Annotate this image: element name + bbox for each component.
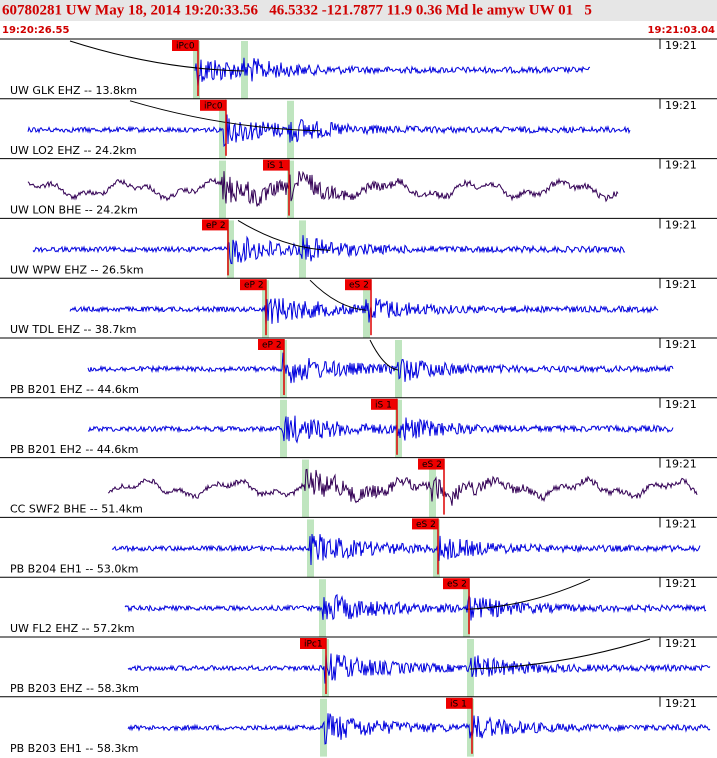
pick-box bbox=[300, 638, 326, 649]
end-time: 19:21:03.04 bbox=[648, 25, 716, 36]
waveform bbox=[87, 352, 674, 384]
pick-label: eS 2 bbox=[422, 460, 442, 470]
pick-box bbox=[446, 697, 472, 709]
pick-box bbox=[172, 40, 198, 51]
waveform bbox=[27, 114, 631, 148]
pick-box bbox=[240, 279, 266, 291]
time-mark: 19:21 bbox=[665, 577, 697, 590]
header-bar bbox=[0, 0, 717, 21]
pick-label: iPc1 bbox=[304, 640, 323, 650]
p-window bbox=[219, 100, 226, 159]
pick-label: iS 1 bbox=[267, 161, 284, 171]
trace-label: UW GLK EHZ -- 13.8km bbox=[10, 84, 137, 97]
p-window bbox=[280, 399, 287, 458]
trace-label: UW WPW EHZ -- 26.5km bbox=[10, 263, 144, 276]
p-window bbox=[320, 698, 327, 757]
p-window bbox=[319, 579, 326, 637]
time-mark: 19:21 bbox=[665, 218, 697, 231]
time-mark: 19:21 bbox=[665, 697, 697, 710]
decay-curve bbox=[369, 339, 399, 371]
time-mark: 19:21 bbox=[665, 517, 697, 530]
trace-label: PB B201 EH2 -- 44.6km bbox=[10, 443, 138, 456]
trace-label: PB B203 EH1 -- 58.3km bbox=[10, 742, 138, 755]
pick-box bbox=[371, 398, 397, 410]
decay-curve bbox=[309, 279, 367, 311]
decay-curve bbox=[129, 100, 321, 132]
trace-label: UW LO2 EHZ -- 24.2km bbox=[10, 144, 137, 157]
waveform bbox=[107, 468, 698, 506]
waveform bbox=[194, 57, 591, 87]
time-mark: 19:21 bbox=[665, 637, 697, 650]
time-mark: 19:21 bbox=[665, 458, 697, 471]
waveform bbox=[127, 653, 711, 684]
trace-label: PB B204 EH1 -- 53.0km bbox=[10, 562, 138, 575]
waveform bbox=[27, 170, 619, 207]
time-mark: 19:21 bbox=[665, 398, 697, 411]
waveform bbox=[32, 235, 626, 265]
pick-label: eP 2 bbox=[244, 281, 264, 291]
decay-curve bbox=[465, 578, 591, 610]
time-mark: 19:21 bbox=[665, 159, 697, 172]
trace-label: PB B203 EHZ -- 58.3km bbox=[10, 682, 139, 695]
start-time: 19:20:26.55 bbox=[2, 25, 70, 36]
time-mark: 19:21 bbox=[665, 278, 697, 291]
pick-box bbox=[345, 279, 371, 291]
p-window bbox=[227, 220, 234, 279]
s-window bbox=[467, 698, 474, 757]
pick-label: iPc0 bbox=[176, 42, 195, 52]
pick-label: iS 1 bbox=[375, 400, 392, 410]
trace-label: UW FL2 EHZ -- 57.2km bbox=[10, 622, 135, 635]
waveform bbox=[127, 713, 711, 745]
waveform bbox=[69, 298, 659, 325]
pick-box bbox=[443, 578, 469, 590]
pick-label: iS 1 bbox=[450, 699, 467, 709]
pick-label: eS 2 bbox=[349, 281, 369, 291]
decay-curve bbox=[237, 219, 331, 251]
pick-label: eS 2 bbox=[447, 580, 467, 590]
pick-box bbox=[200, 99, 226, 111]
pick-box bbox=[258, 339, 284, 350]
pick-box bbox=[263, 159, 289, 171]
s-window bbox=[467, 639, 474, 697]
trace-label: PB B201 EHZ -- 44.6km bbox=[10, 383, 139, 396]
waveform bbox=[87, 415, 674, 444]
pick-label: eS 2 bbox=[416, 520, 436, 530]
pick-label: iPc0 bbox=[204, 101, 223, 111]
pick-box bbox=[412, 518, 438, 530]
trace-label: UW LON BHE -- 24.2km bbox=[10, 204, 138, 217]
decay-curve bbox=[469, 638, 651, 670]
trace-label: CC SWF2 BHE -- 51.4km bbox=[10, 503, 143, 516]
pick-box bbox=[418, 458, 444, 470]
decay-curve bbox=[69, 40, 245, 72]
time-mark: 19:21 bbox=[665, 39, 697, 52]
time-mark: 19:21 bbox=[665, 338, 697, 351]
trace-label: UW TDL EHZ -- 38.7km bbox=[10, 323, 137, 336]
pick-box bbox=[202, 219, 228, 231]
pick-label: eP 2 bbox=[262, 341, 282, 351]
pick-label: eP 2 bbox=[206, 221, 226, 231]
waveform bbox=[124, 593, 707, 621]
waveform bbox=[111, 533, 701, 566]
time-mark: 19:21 bbox=[665, 99, 697, 112]
header-title: 60780281 UW May 18, 2014 19:20:33.56 46.… bbox=[2, 2, 592, 18]
